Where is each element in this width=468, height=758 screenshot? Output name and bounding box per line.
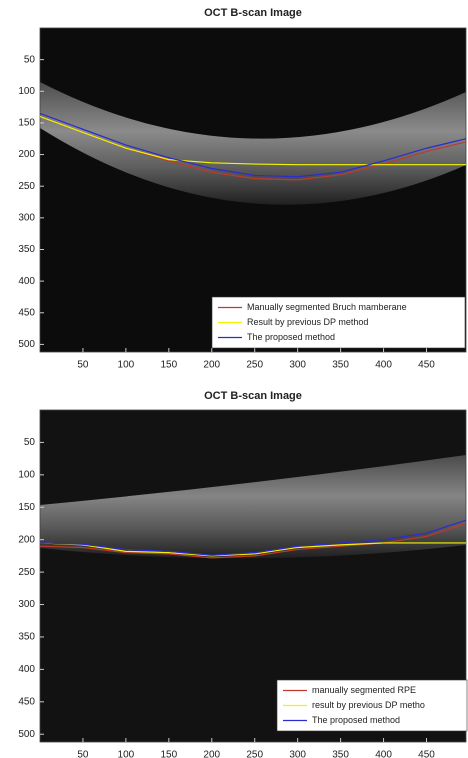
y-tick-label: 300 <box>18 212 35 223</box>
retina-band <box>40 455 466 559</box>
x-tick-label: 350 <box>332 360 349 371</box>
x-tick-label: 50 <box>77 360 89 371</box>
series-line <box>39 116 466 166</box>
legend-label: Manually segmented Bruch mamberane <box>247 302 407 312</box>
x-tick-label: 200 <box>203 750 220 758</box>
axes-frame <box>39 409 467 743</box>
y-tick-label: 50 <box>24 54 36 65</box>
x-tick-label: 50 <box>77 750 89 758</box>
y-tick-label: 150 <box>18 118 35 129</box>
legend-label: result by previous DP metho <box>312 700 425 710</box>
x-tick-label: 250 <box>246 360 263 371</box>
y-tick-label: 450 <box>18 696 35 707</box>
x-tick-label: 250 <box>246 750 263 758</box>
legend-label: The proposed method <box>312 715 400 725</box>
y-tick-label: 500 <box>18 729 35 740</box>
series-line <box>39 522 467 559</box>
y-tick-label: 100 <box>18 469 35 480</box>
legend-label: Result by previous DP method <box>247 317 368 327</box>
legend-label: manually segmented RPE <box>312 685 416 695</box>
legend-box <box>211 296 466 349</box>
axes-frame <box>39 27 467 353</box>
legend-label: The proposed method <box>247 332 335 342</box>
x-tick-label: 200 <box>203 360 220 371</box>
y-tick-label: 250 <box>18 567 35 578</box>
y-tick-label: 200 <box>18 149 35 160</box>
x-tick-label: 400 <box>375 360 392 371</box>
series-line <box>39 519 467 556</box>
y-tick-label: 50 <box>24 437 36 448</box>
x-tick-label: 450 <box>418 750 435 758</box>
chart-title: OCT B-scan Image <box>204 390 302 402</box>
x-tick-label: 150 <box>160 360 177 371</box>
y-tick-label: 450 <box>18 307 35 318</box>
retina-band <box>40 82 466 205</box>
series-line <box>39 112 467 178</box>
legend-box <box>276 679 468 732</box>
x-tick-label: 100 <box>118 360 135 371</box>
x-tick-label: 300 <box>289 750 306 758</box>
y-tick-label: 500 <box>18 339 35 350</box>
y-tick-label: 150 <box>18 502 35 513</box>
series-line <box>39 542 466 557</box>
y-tick-label: 200 <box>18 534 35 545</box>
x-tick-label: 450 <box>418 360 435 371</box>
y-tick-label: 350 <box>18 244 35 255</box>
x-tick-label: 150 <box>160 750 177 758</box>
y-tick-label: 250 <box>18 181 35 192</box>
y-tick-label: 100 <box>18 86 35 97</box>
y-tick-label: 400 <box>18 664 35 675</box>
y-tick-label: 300 <box>18 599 35 610</box>
x-tick-label: 100 <box>118 750 135 758</box>
y-tick-label: 350 <box>18 632 35 643</box>
chart-title: OCT B-scan Image <box>204 7 302 19</box>
y-tick-label: 400 <box>18 276 35 287</box>
x-tick-label: 350 <box>332 750 349 758</box>
x-tick-label: 300 <box>289 360 306 371</box>
x-tick-label: 400 <box>375 750 392 758</box>
